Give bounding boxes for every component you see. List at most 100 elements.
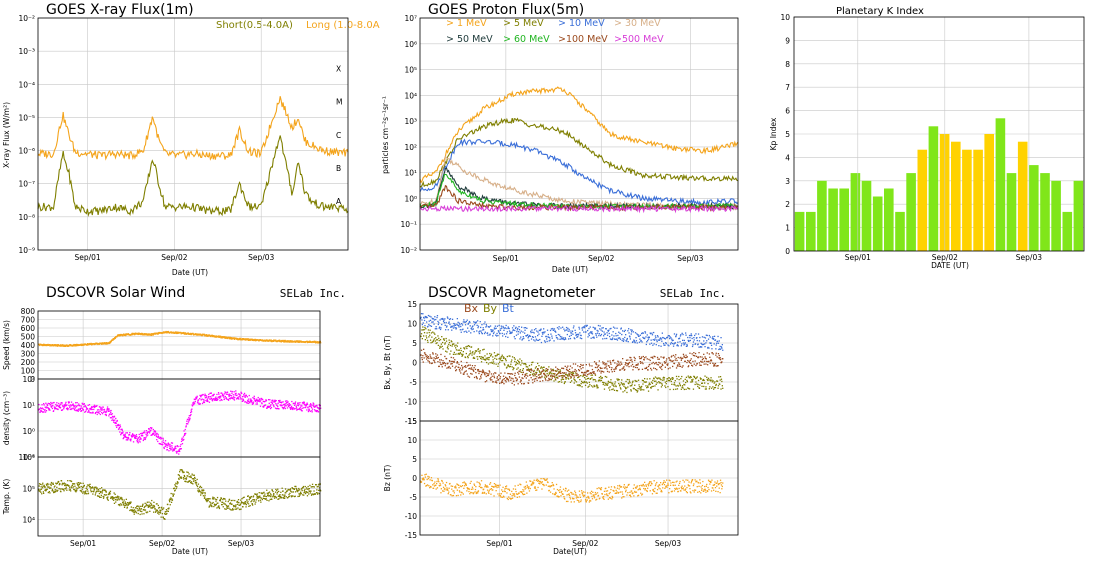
mag-point	[710, 377, 711, 378]
wind-point	[121, 498, 122, 499]
mag-point	[685, 361, 686, 362]
mag-point	[516, 335, 517, 336]
kp-bar	[951, 142, 961, 251]
mag-point	[502, 360, 503, 361]
mag-point	[438, 338, 439, 339]
wind-point	[277, 406, 278, 407]
mag-point	[701, 386, 702, 387]
mag-point	[637, 390, 638, 391]
mag-point	[628, 341, 629, 342]
mag-point	[549, 373, 550, 374]
mag-point	[540, 329, 541, 330]
wind-point	[214, 497, 215, 498]
mag-point	[621, 379, 622, 380]
wind-point	[176, 451, 177, 452]
mag-point	[458, 325, 459, 326]
mag-point	[467, 356, 468, 357]
wind-point	[99, 488, 100, 489]
mag-point	[500, 376, 501, 377]
wind-point	[93, 487, 94, 488]
mag-point	[493, 333, 494, 334]
wind-point	[46, 485, 47, 486]
mag-point	[441, 364, 442, 365]
wind-point	[134, 514, 135, 515]
wind-point	[258, 500, 259, 501]
mag-point	[490, 377, 491, 378]
wind-point	[287, 404, 288, 405]
wind-point	[127, 507, 128, 508]
wind-point	[151, 504, 152, 505]
mag-point	[526, 377, 527, 378]
wind-point	[145, 437, 146, 438]
wind-point	[45, 411, 46, 412]
mag-point	[466, 362, 467, 363]
wind-point	[163, 507, 164, 508]
wind-point	[136, 436, 137, 437]
wind-point	[282, 405, 283, 406]
mag-point	[597, 370, 598, 371]
wind-point	[185, 481, 186, 482]
mag-point	[607, 361, 608, 362]
wind-point	[73, 403, 74, 404]
mag-point	[604, 367, 605, 368]
mag-point	[489, 357, 490, 358]
wind-point	[265, 496, 266, 497]
mag-point	[469, 346, 470, 347]
wind-point	[233, 509, 234, 510]
wind-point	[99, 497, 100, 498]
mag-point	[570, 366, 571, 367]
wind-point	[114, 420, 115, 421]
mag-point	[560, 336, 561, 337]
wind-point	[175, 448, 176, 449]
wind-point	[55, 404, 56, 405]
wind-point	[96, 491, 97, 492]
mag-point	[578, 374, 579, 375]
wind-point	[113, 420, 114, 421]
wind-point	[294, 408, 295, 409]
wind-point	[276, 497, 277, 498]
mag-point	[663, 337, 664, 338]
mag-point	[523, 338, 524, 339]
mag-point	[546, 368, 547, 369]
mag-point	[718, 343, 719, 344]
mag-point	[595, 328, 596, 329]
mag-point	[455, 347, 456, 348]
wind-point	[146, 434, 147, 435]
wind-point	[311, 407, 312, 408]
wind-point	[57, 490, 58, 491]
wind-point	[162, 441, 163, 442]
mag-point	[568, 378, 569, 379]
wind-point	[81, 406, 82, 407]
wind-point	[195, 401, 196, 402]
mag-point	[641, 341, 642, 342]
mag-point	[619, 379, 620, 380]
wind-point	[196, 397, 197, 398]
mag-point	[561, 368, 562, 369]
mag-point	[551, 328, 552, 329]
wind-point	[141, 511, 142, 512]
wind-point	[78, 411, 79, 412]
mag-point	[441, 324, 442, 325]
mag-point	[666, 360, 667, 361]
flare-class-label: C	[336, 131, 341, 140]
mag-point	[569, 375, 570, 376]
wind-point	[71, 481, 72, 482]
mag-point	[621, 328, 622, 329]
wind-point	[223, 506, 224, 507]
wind-point	[203, 492, 204, 493]
mag-point	[558, 328, 559, 329]
mag-point	[449, 366, 450, 367]
wind-point	[287, 401, 288, 402]
wind-point	[121, 504, 122, 505]
wind-point	[62, 405, 63, 406]
wind-point	[286, 400, 287, 401]
mag-point	[478, 348, 479, 349]
proton-plot: GOES Proton Flux(5m) Date (UT) particles…	[380, 0, 750, 280]
wind-point	[134, 509, 135, 510]
mag-point	[658, 364, 659, 365]
mag-point	[449, 340, 450, 341]
mag-point	[677, 342, 678, 343]
mag-point	[624, 369, 625, 370]
mag-point	[620, 362, 621, 363]
wind-point	[157, 510, 158, 511]
